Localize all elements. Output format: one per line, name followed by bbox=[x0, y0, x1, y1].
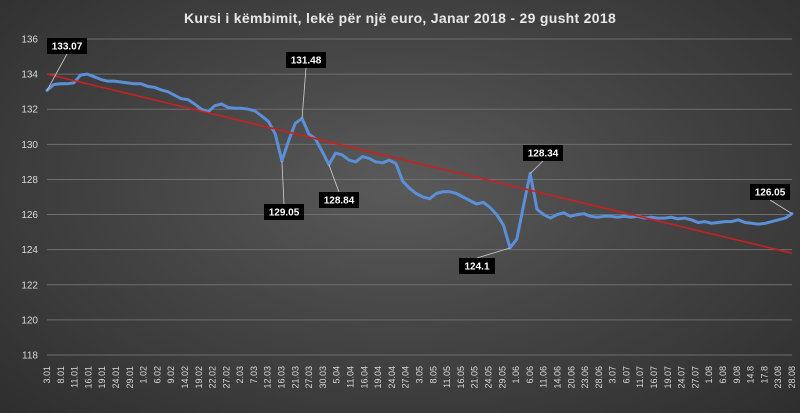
annotation-label: 129.05 bbox=[269, 208, 300, 219]
x-tick-label: 28.08 bbox=[787, 366, 797, 389]
x-tick-label: 1.08 bbox=[704, 366, 714, 384]
x-tick-label: 27.04 bbox=[401, 366, 411, 389]
x-tick-label: 1.06 bbox=[511, 366, 521, 384]
x-tick-label: 6.06 bbox=[525, 366, 535, 384]
y-tick-label: 128 bbox=[21, 175, 38, 186]
x-tick-label: 19.01 bbox=[97, 366, 107, 389]
annotation-leader bbox=[46, 53, 68, 91]
series-line-exchange-rate bbox=[45, 72, 794, 250]
x-tick-label: 6.07 bbox=[621, 366, 631, 384]
x-tick-label: 30.03 bbox=[318, 366, 328, 389]
x-tick-label: 16.05 bbox=[456, 366, 466, 389]
x-tick-label: 5.04 bbox=[332, 366, 342, 384]
annotation-leader bbox=[476, 247, 511, 259]
annotation-box bbox=[523, 145, 563, 161]
x-tick-label: 19.02 bbox=[194, 366, 204, 389]
annotation-leader bbox=[301, 67, 307, 119]
annotation-box bbox=[750, 184, 790, 200]
x-tick-label: 16.03 bbox=[277, 366, 287, 389]
y-tick-label: 134 bbox=[21, 70, 38, 81]
x-tick-label: 3.01 bbox=[42, 366, 52, 384]
x-tick-label: 8.05 bbox=[428, 366, 438, 384]
x-tick-label: 24.05 bbox=[483, 366, 493, 389]
x-tick-label: 24.01 bbox=[111, 366, 121, 389]
annotation-label: 131.48 bbox=[291, 56, 322, 67]
x-tick-label: 6.08 bbox=[718, 366, 728, 384]
x-tick-label: 1.02 bbox=[139, 366, 149, 384]
x-tick-label: 27.02 bbox=[221, 366, 231, 389]
x-tick-label: 11.01 bbox=[70, 366, 80, 388]
y-tick-label: 130 bbox=[21, 140, 38, 151]
x-tick-label: 17.8 bbox=[759, 366, 769, 384]
x-tick-label: 14.02 bbox=[180, 366, 190, 389]
x-tick-label: 11.06 bbox=[539, 366, 549, 388]
x-tick-label: 3.05 bbox=[415, 366, 425, 384]
x-tick-label: 8.01 bbox=[56, 366, 66, 384]
annotation-box bbox=[264, 204, 304, 220]
x-tick-label: 29.05 bbox=[497, 366, 507, 389]
x-tick-label: 28.06 bbox=[594, 366, 604, 389]
x-tick-label: 3.07 bbox=[608, 366, 618, 384]
annotation-label: 128.34 bbox=[528, 149, 559, 160]
x-tick-label: 9.02 bbox=[166, 366, 176, 384]
x-tick-label: 11.07 bbox=[635, 366, 645, 388]
chart-title: Kursi i këmbimit, lekë për një euro, Jan… bbox=[183, 10, 617, 26]
y-tick-label: 118 bbox=[22, 351, 38, 362]
x-tick-label: 21.05 bbox=[470, 366, 480, 389]
annotation-leader bbox=[281, 160, 285, 205]
x-tick-label: 27.03 bbox=[304, 366, 314, 389]
x-tick-label: 23.08 bbox=[773, 366, 783, 389]
x-tick-label: 21.03 bbox=[290, 366, 300, 389]
x-tick-label: 11.05 bbox=[442, 366, 452, 388]
y-tick-label: 120 bbox=[21, 315, 38, 326]
x-tick-label: 16.04 bbox=[359, 366, 369, 389]
y-tick-label: 136 bbox=[21, 35, 38, 46]
x-tick-label: 19.07 bbox=[663, 366, 673, 389]
x-tick-label: 2.03 bbox=[235, 366, 245, 384]
trend-line bbox=[46, 73, 793, 254]
x-tick-label: 9.08 bbox=[732, 366, 742, 384]
x-tick-label: 16.01 bbox=[83, 366, 93, 389]
annotation-label: 128.84 bbox=[324, 196, 355, 207]
annotation-label: 133.07 bbox=[52, 42, 83, 53]
annotation-leader bbox=[328, 164, 340, 193]
annotation-box bbox=[47, 38, 87, 54]
y-tick-label: 132 bbox=[21, 105, 38, 116]
annotation-box bbox=[459, 258, 495, 274]
x-tick-label: 14.8 bbox=[746, 366, 756, 384]
x-tick-label: 14.06 bbox=[552, 366, 562, 389]
y-tick-label: 122 bbox=[21, 280, 38, 291]
x-tick-label: 27.07 bbox=[690, 366, 700, 389]
y-tick-label: 124 bbox=[21, 245, 38, 256]
annotation-leader bbox=[529, 160, 544, 174]
annotation-box bbox=[286, 52, 326, 68]
x-tick-label: 19.04 bbox=[373, 366, 383, 389]
annotation-leader bbox=[769, 199, 793, 215]
annotation-label: 126.05 bbox=[755, 188, 786, 199]
x-tick-label: 20.06 bbox=[566, 366, 576, 389]
x-tick-label: 23.06 bbox=[580, 366, 590, 389]
annotation-label: 124.1 bbox=[464, 262, 489, 273]
x-tick-label: 29.01 bbox=[125, 366, 135, 389]
y-tick-label: 126 bbox=[21, 210, 38, 221]
x-tick-label: 24.07 bbox=[677, 366, 687, 389]
x-tick-label: 11.04 bbox=[346, 366, 356, 388]
x-tick-label: 12.03 bbox=[263, 366, 273, 389]
x-tick-label: 6.02 bbox=[152, 366, 162, 384]
x-tick-label: 16.07 bbox=[649, 366, 659, 389]
annotation-box bbox=[319, 192, 359, 208]
x-tick-label: 22.02 bbox=[208, 366, 218, 389]
x-tick-label: 7.03 bbox=[249, 366, 259, 384]
x-tick-label: 24.04 bbox=[387, 366, 397, 389]
